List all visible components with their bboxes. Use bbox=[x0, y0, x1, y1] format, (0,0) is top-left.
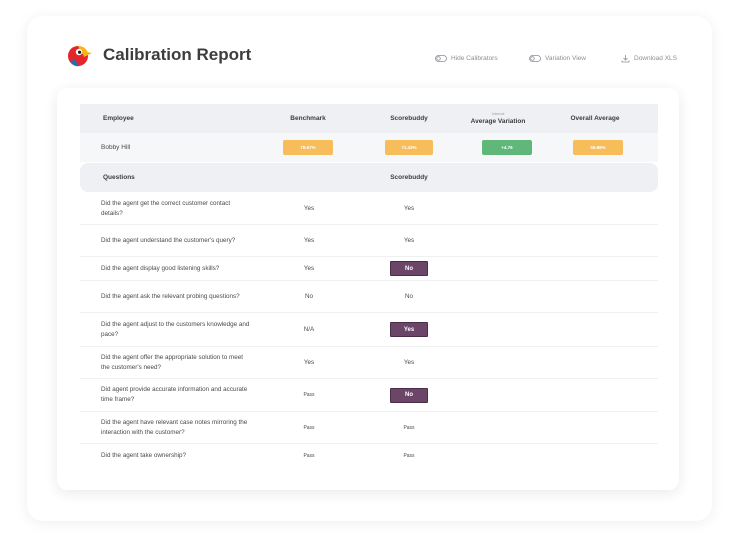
scorebuddy-badge: 71.43% bbox=[385, 140, 433, 155]
scorebuddy-answer: Yes bbox=[403, 205, 415, 212]
question-text: Did the agent offer the appropriate solu… bbox=[101, 353, 244, 371]
scorebuddy-answer-cell: No bbox=[389, 257, 429, 280]
page-title: Calibration Report bbox=[103, 45, 252, 64]
questions-scorebuddy-header: Scorebuddy bbox=[390, 174, 428, 181]
employee-name: Bobby Hill bbox=[101, 144, 131, 151]
scorebuddy-column-header: Scorebuddy bbox=[390, 115, 428, 122]
question-text: Did the agent take ownership? bbox=[101, 452, 187, 459]
variation-badge: +4.76 bbox=[482, 140, 532, 155]
benchmark-answer: Yes bbox=[303, 359, 315, 366]
overall-badge: 59.86% bbox=[573, 140, 623, 155]
download-xls-button[interactable]: Download XLS bbox=[621, 52, 677, 64]
question-text: Did the agent adjust to the customers kn… bbox=[101, 320, 250, 338]
question-text: Did agent provide accurate information a… bbox=[101, 386, 248, 403]
question-row[interactable]: Did the agent ask the relevant probing q… bbox=[80, 281, 658, 313]
scorebuddy-answer: Pass bbox=[403, 453, 415, 459]
question-row[interactable]: Did agent provide accurate information a… bbox=[80, 379, 658, 412]
average-variation-superscript: Internal bbox=[491, 112, 505, 116]
questions-column-header: Questions bbox=[103, 174, 135, 181]
scorebuddy-mismatch-badge: Yes bbox=[390, 322, 428, 337]
question-row[interactable]: Did the agent take ownership? Pass Pass bbox=[80, 444, 658, 468]
scorebuddy-answer: Pass bbox=[403, 424, 415, 431]
benchmark-column-header: Benchmark bbox=[290, 115, 326, 122]
toggle-icon bbox=[435, 54, 447, 62]
parrot-logo-icon bbox=[67, 42, 93, 68]
overall-average-column-header: Overall Average bbox=[570, 115, 620, 122]
questions-header-row: Questions Scorebuddy bbox=[80, 163, 658, 192]
employee-row[interactable]: Bobby Hill 78.67% 71.43% +4.76 59.86% bbox=[80, 133, 658, 162]
benchmark-answer: Pass bbox=[303, 453, 315, 459]
variation-view-label: Variation View bbox=[545, 54, 586, 62]
employee-column-header: Employee bbox=[103, 115, 134, 122]
scorebuddy-mismatch-badge: No bbox=[390, 387, 428, 403]
scorebuddy-answer: No bbox=[404, 293, 414, 300]
benchmark-answer: Yes bbox=[303, 237, 315, 244]
hide-calibrators-toggle[interactable]: Hide Calibrators bbox=[435, 52, 498, 64]
scorebuddy-cell: 71.43% bbox=[384, 133, 434, 162]
average-variation-label: Average Variation bbox=[470, 118, 526, 125]
hide-calibrators-label: Hide Calibrators bbox=[451, 54, 498, 62]
question-row[interactable]: Did the agent get the correct customer c… bbox=[80, 193, 658, 225]
benchmark-answer: No bbox=[304, 293, 314, 300]
question-row[interactable]: Did the agent display good listening ski… bbox=[80, 257, 658, 281]
benchmark-cell: 78.67% bbox=[283, 133, 333, 162]
benchmark-answer: Yes bbox=[303, 205, 315, 212]
question-row[interactable]: Did the agent adjust to the customers kn… bbox=[80, 313, 658, 347]
question-text: Did the agent have relevant case notes m… bbox=[101, 418, 248, 436]
question-text: Did the agent display good listening ski… bbox=[101, 264, 220, 272]
average-variation-column-header: Internal Average Variation bbox=[463, 104, 533, 133]
benchmark-answer: Yes bbox=[303, 265, 315, 272]
variation-cell: +4.76 bbox=[482, 133, 532, 162]
question-row[interactable]: Did the agent have relevant case notes m… bbox=[80, 412, 658, 444]
download-xls-label: Download XLS bbox=[634, 54, 677, 62]
question-text: Did the agent ask the relevant probing q… bbox=[101, 292, 240, 300]
question-row[interactable]: Did the agent understand the customer's … bbox=[80, 225, 658, 257]
question-row[interactable]: Did the agent offer the appropriate solu… bbox=[80, 347, 658, 379]
benchmark-answer: N/A bbox=[303, 326, 315, 333]
scorebuddy-answer: Yes bbox=[403, 359, 415, 366]
scorebuddy-mismatch-badge: No bbox=[390, 261, 428, 276]
question-text: Did the agent get the correct customer c… bbox=[101, 199, 231, 217]
question-text: Did the agent understand the customer's … bbox=[101, 236, 236, 244]
overall-cell: 59.86% bbox=[573, 133, 623, 162]
scorebuddy-answer: Yes bbox=[403, 237, 415, 244]
toggle-icon bbox=[529, 54, 541, 62]
scorebuddy-answer-cell: No bbox=[389, 379, 429, 411]
benchmark-answer: Pass bbox=[303, 392, 315, 398]
benchmark-answer: Pass bbox=[303, 424, 315, 431]
table-header-row: Employee Benchmark Scorebuddy Internal A… bbox=[80, 104, 658, 133]
download-icon bbox=[621, 54, 630, 62]
variation-view-toggle[interactable]: Variation View bbox=[529, 52, 586, 64]
benchmark-badge: 78.67% bbox=[283, 140, 333, 155]
scorebuddy-answer-cell: Yes bbox=[389, 313, 429, 346]
